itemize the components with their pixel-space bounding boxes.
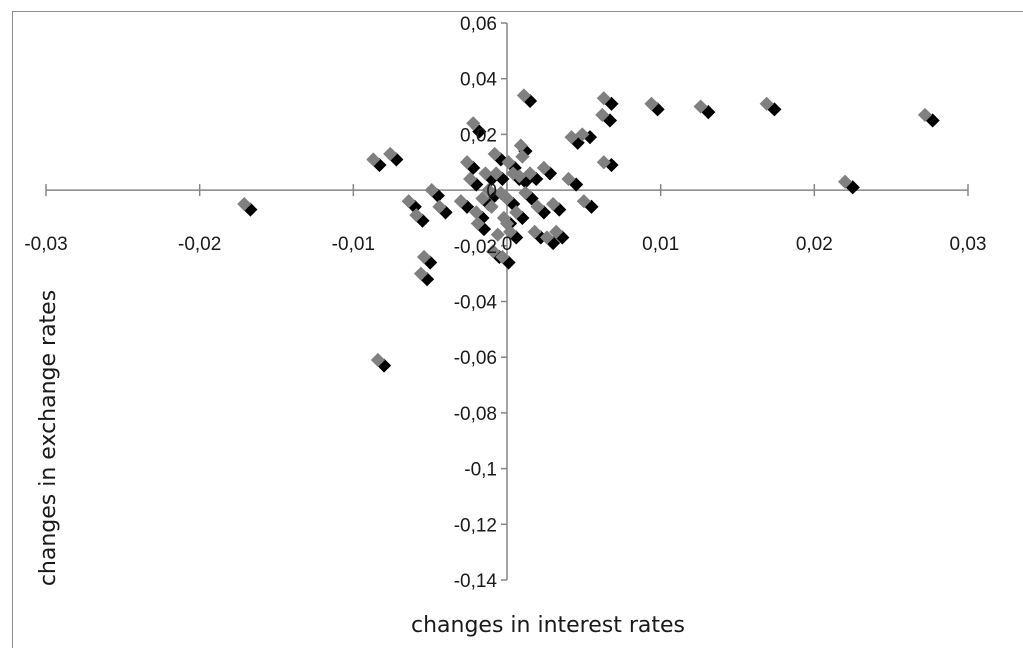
data-point-gray (432, 199, 447, 214)
data-point-gray (516, 88, 531, 103)
data-point-gray (478, 166, 493, 181)
x-tick-label: -0,03 (24, 234, 67, 255)
tick-labels: -0,03 -0,02 -0,01 0 0,01 0,02 0,03 0,06 0,04 0,02… (24, 14, 986, 592)
axes (45, 22, 969, 581)
data-point-black (472, 124, 487, 139)
data-point-gray (561, 171, 576, 187)
data-point-gray (489, 166, 504, 181)
data-point-gray (546, 196, 561, 212)
data-point-gray (596, 91, 611, 106)
data-point-gray (644, 96, 659, 111)
data-point-gray (453, 194, 468, 209)
data-point-gray (401, 194, 416, 209)
data-point-gray (759, 96, 774, 111)
x-tick-label: -0,01 (332, 234, 375, 255)
data-point-gray (564, 130, 579, 145)
data-point-gray (576, 194, 591, 209)
data-point-gray (522, 166, 538, 181)
y-tick-label: 0 (486, 181, 497, 202)
data-point-gray (506, 166, 521, 181)
data-point-gray (459, 155, 475, 170)
chart-area: -0,03 -0,02 -0,01 0 0,01 0,02 0,03 0,06 0,04 0,02… (12, 11, 1023, 648)
data-point-gray (596, 155, 611, 170)
data-point-gray (413, 266, 429, 281)
data-point-gray (484, 199, 499, 214)
y-tick-label: -0,02 (454, 237, 497, 258)
data-point-gray (475, 191, 490, 206)
y-tick-label: -0,14 (454, 571, 498, 592)
data-point-gray (486, 244, 501, 259)
x-tick-label: -0,02 (178, 234, 221, 255)
y-tick-label: 0,02 (460, 125, 497, 146)
data-point-gray (530, 199, 545, 214)
data-point-gray (487, 146, 502, 161)
x-tick-label: 0,01 (642, 234, 679, 255)
data-point-gray (481, 183, 496, 198)
x-tick-label: 0,03 (950, 234, 987, 255)
data-point-gray (499, 216, 515, 231)
data-point-gray (539, 230, 555, 245)
y-tick-label: -0,08 (454, 404, 497, 425)
y-tick-label: -0,1 (464, 460, 497, 481)
data-point-gray (466, 116, 481, 131)
data-point-gray (536, 160, 551, 175)
data-point-gray (493, 185, 508, 200)
data-point-gray (409, 208, 424, 223)
x-tick-label: 0 (502, 234, 513, 255)
y-tick-label: -0,06 (454, 348, 497, 369)
y-axis-title: changes in exchange rates (36, 290, 61, 586)
data-point-gray (527, 224, 542, 239)
x-tick-label: 0,02 (796, 234, 833, 255)
data-point-gray (495, 249, 510, 265)
data-point-gray (463, 171, 478, 187)
data-point-gray (693, 99, 708, 114)
data-point-gray (917, 107, 933, 122)
data-point-gray (366, 152, 381, 167)
data-point-gray (490, 227, 505, 242)
y-tick-label: 0,06 (460, 14, 497, 35)
data-point-gray (837, 174, 853, 189)
data-point-gray (383, 146, 398, 161)
y-tick-label: -0,04 (454, 293, 498, 314)
y-tick-label: -0,12 (454, 515, 497, 536)
data-point-gray (518, 185, 533, 200)
data-point-gray (237, 196, 252, 212)
data-point-gray (549, 224, 564, 239)
data-point-gray (575, 127, 590, 142)
x-axis-title: changes in interest rates (411, 613, 685, 638)
data-point-gray (424, 183, 439, 198)
data-point-gray (595, 107, 610, 122)
data-point-gray (469, 205, 484, 220)
data-point-gray (470, 216, 485, 231)
data-point-gray (416, 249, 432, 265)
data-point-gray (370, 352, 385, 368)
y-tick-label: 0,04 (460, 70, 497, 91)
data-points (237, 88, 940, 373)
scatter-chart: -0,03 -0,02 -0,01 0 0,01 0,02 0,03 0,06 0,04 0,02… (24, 14, 986, 638)
